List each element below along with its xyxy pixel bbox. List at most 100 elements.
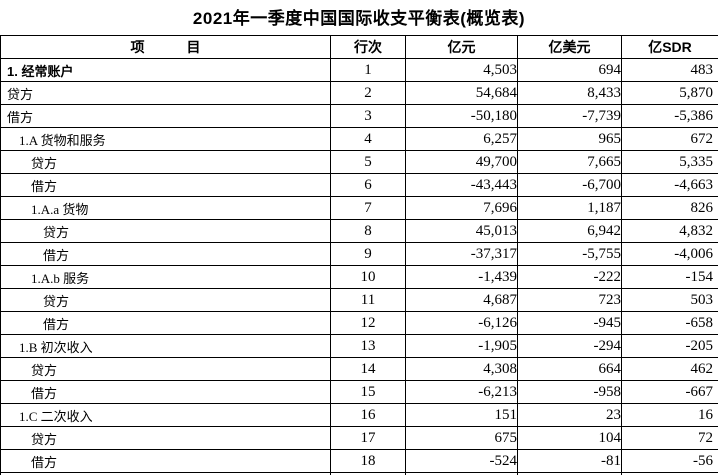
line-cell: 13 [330, 334, 406, 358]
line-cell: 12 [330, 311, 406, 335]
table-row: 贷方 2 54,684 8,433 5,870 [0, 81, 718, 105]
usd-cell: 8,433 [517, 81, 622, 105]
item-cell: 贷方 [0, 219, 331, 243]
table-header: 项 目 行次 亿元 亿美元 亿SDR [0, 35, 718, 59]
usd-cell: -5,755 [517, 242, 622, 266]
line-cell: 1 [330, 58, 406, 82]
usd-cell: 723 [517, 288, 622, 312]
sdr-cell: 5,335 [621, 150, 718, 174]
cny-cell: 6,257 [405, 127, 518, 151]
col-header-cny: 亿元 [405, 35, 518, 59]
line-cell: 9 [330, 242, 406, 266]
sdr-cell: 483 [621, 58, 718, 82]
line-cell: 8 [330, 219, 406, 243]
item-cell: 1. 经常账户 [0, 58, 331, 82]
item-cell: 借方 [0, 311, 331, 335]
line-cell: 11 [330, 288, 406, 312]
item-cell: 1.C 二次收入 [0, 403, 331, 427]
cny-cell: 675 [405, 426, 518, 450]
table-body: 1. 经常账户 1 4,503 694 483 贷方 2 54,684 8,43… [0, 58, 718, 475]
table-row: 1.A 货物和服务 4 6,257 965 672 [0, 127, 718, 151]
sdr-cell: -667 [621, 380, 718, 404]
sdr-cell: -4,006 [621, 242, 718, 266]
table-row: 1. 经常账户 1 4,503 694 483 [0, 58, 718, 82]
table-row: 借方 18 -524 -81 -56 [0, 449, 718, 473]
table-row: 贷方 5 49,700 7,665 5,335 [0, 150, 718, 174]
usd-cell: 664 [517, 357, 622, 381]
col-header-sdr: 亿SDR [621, 35, 718, 59]
cny-cell: 4,687 [405, 288, 518, 312]
sdr-cell: -4,663 [621, 173, 718, 197]
line-cell: 3 [330, 104, 406, 128]
sdr-cell: 16 [621, 403, 718, 427]
usd-cell: 7,665 [517, 150, 622, 174]
cny-cell: -1,439 [405, 265, 518, 289]
table-row: 贷方 8 45,013 6,942 4,832 [0, 219, 718, 243]
item-cell: 贷方 [0, 288, 331, 312]
item-cell: 1.B 初次收入 [0, 334, 331, 358]
table-row: 1.A.b 服务 10 -1,439 -222 -154 [0, 265, 718, 289]
line-cell: 15 [330, 380, 406, 404]
sdr-cell: 826 [621, 196, 718, 220]
cny-cell: -1,905 [405, 334, 518, 358]
cny-cell: 4,503 [405, 58, 518, 82]
table-row: 贷方 17 675 104 72 [0, 426, 718, 450]
cny-cell: -6,213 [405, 380, 518, 404]
item-cell: 借方 [0, 104, 331, 128]
usd-cell: 1,187 [517, 196, 622, 220]
table-row: 贷方 11 4,687 723 503 [0, 288, 718, 312]
sdr-cell: -205 [621, 334, 718, 358]
table-row: 1.A.a 货物 7 7,696 1,187 826 [0, 196, 718, 220]
sdr-cell: 4,832 [621, 219, 718, 243]
sdr-cell: 462 [621, 357, 718, 381]
cny-cell: 49,700 [405, 150, 518, 174]
sdr-cell: 503 [621, 288, 718, 312]
line-cell: 7 [330, 196, 406, 220]
table-row: 借方 9 -37,317 -5,755 -4,006 [0, 242, 718, 266]
cny-cell: -50,180 [405, 104, 518, 128]
usd-cell: 6,942 [517, 219, 622, 243]
usd-cell: -7,739 [517, 104, 622, 128]
usd-cell: -81 [517, 449, 622, 473]
line-cell: 10 [330, 265, 406, 289]
line-cell: 17 [330, 426, 406, 450]
item-cell: 贷方 [0, 357, 331, 381]
header-row: 项 目 行次 亿元 亿美元 亿SDR [0, 35, 718, 59]
item-cell: 贷方 [0, 150, 331, 174]
item-cell: 贷方 [0, 81, 331, 105]
cny-cell: -43,443 [405, 173, 518, 197]
line-cell: 14 [330, 357, 406, 381]
item-cell: 借方 [0, 380, 331, 404]
cny-cell: 151 [405, 403, 518, 427]
usd-cell: -958 [517, 380, 622, 404]
usd-cell: 23 [517, 403, 622, 427]
line-cell: 2 [330, 81, 406, 105]
col-header-usd: 亿美元 [517, 35, 622, 59]
line-cell: 4 [330, 127, 406, 151]
table-row: 借方 3 -50,180 -7,739 -5,386 [0, 104, 718, 128]
line-cell: 5 [330, 150, 406, 174]
table-row: 贷方 14 4,308 664 462 [0, 357, 718, 381]
line-cell: 16 [330, 403, 406, 427]
sdr-cell: -658 [621, 311, 718, 335]
cny-cell: 54,684 [405, 81, 518, 105]
usd-cell: -6,700 [517, 173, 622, 197]
table-row: 借方 15 -6,213 -958 -667 [0, 380, 718, 404]
table-row: 1.B 初次收入 13 -1,905 -294 -205 [0, 334, 718, 358]
cny-cell: -6,126 [405, 311, 518, 335]
cny-cell: 45,013 [405, 219, 518, 243]
item-cell: 贷方 [0, 426, 331, 450]
sdr-cell: 5,870 [621, 81, 718, 105]
page-title: 2021年一季度中国国际收支平衡表(概览表) [192, 9, 526, 28]
bop-table: 项 目 行次 亿元 亿美元 亿SDR 1. 经常账户 1 4,503 694 4… [0, 35, 718, 475]
table-row: 1.C 二次收入 16 151 23 16 [0, 403, 718, 427]
col-header-line: 行次 [330, 35, 406, 59]
sdr-cell: -56 [621, 449, 718, 473]
col-header-item: 项 目 [0, 35, 331, 59]
usd-cell: -945 [517, 311, 622, 335]
sdr-cell: -154 [621, 265, 718, 289]
partial-row [0, 472, 718, 475]
item-cell: 1.A.b 服务 [0, 265, 331, 289]
cny-cell: 4,308 [405, 357, 518, 381]
